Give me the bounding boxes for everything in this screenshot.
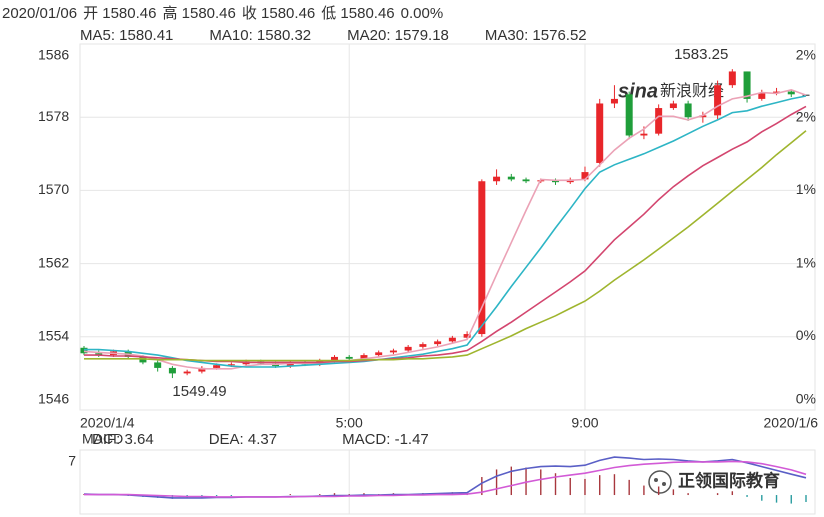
macd-line — [83, 456, 807, 499]
candle-body — [419, 344, 427, 347]
x-tick-label: 2020/1/6 — [764, 415, 819, 431]
y2-tick-label: 1% — [796, 255, 816, 271]
macd-frame — [79, 449, 816, 515]
watermark: sina — [618, 80, 658, 102]
candle-body — [581, 172, 589, 180]
legend-entry: MA20: 1579.18 — [347, 27, 449, 44]
x-tick-label: 5:00 — [336, 415, 363, 431]
header-item: 收 1580.46 — [242, 5, 315, 22]
candle-body — [640, 133, 648, 136]
candle-body — [507, 176, 515, 180]
candle-body — [168, 367, 176, 374]
legend-entry: MA30: 1576.52 — [485, 27, 587, 44]
candle-body — [463, 334, 471, 338]
y2-tick-label: 2% — [796, 108, 816, 124]
logo-icon-dot — [662, 482, 666, 486]
y-tick-label: 1562 — [38, 254, 69, 270]
x-tick-label: 9:00 — [571, 415, 598, 431]
candle-body — [345, 356, 353, 359]
ma-line — [83, 88, 807, 370]
y2-tick-label: 0% — [796, 327, 816, 343]
candle-body — [213, 365, 221, 368]
legend-entry: MA5: 1580.41 — [80, 27, 173, 44]
x-tick-label: 2020/1/4 — [80, 415, 135, 431]
macd-legend-entry: MACD: -1.47 — [342, 431, 429, 448]
candle-body — [596, 103, 604, 163]
candle-body — [375, 352, 383, 356]
y2-tick-label: 1% — [796, 181, 816, 197]
candle-body — [552, 180, 560, 183]
y2-tick-label: 0% — [796, 391, 816, 407]
watermark: 新浪财经 — [660, 82, 724, 100]
candle-body — [434, 341, 442, 345]
candle-body — [743, 71, 751, 99]
candle-body — [227, 364, 235, 366]
ma-line — [84, 130, 807, 362]
candle-body — [360, 355, 368, 359]
header-item: 开 1580.46 — [83, 5, 156, 22]
low-label: 1549.49 — [172, 383, 226, 400]
candle-body — [625, 94, 633, 136]
candle-body — [478, 181, 486, 335]
ma-line — [84, 105, 807, 364]
candle-body — [714, 85, 722, 116]
logo-icon-dot — [654, 478, 658, 482]
macd-y-tick-label: 7 — [68, 453, 76, 469]
candle-body — [758, 93, 766, 99]
y-tick-label: 1578 — [38, 108, 69, 124]
high-label: 1583.25 — [674, 46, 728, 63]
candle-body — [389, 350, 397, 353]
header-item: 2020/01/06 — [2, 5, 77, 22]
candle-body — [773, 91, 781, 94]
logo-text: 正领国际教育 — [678, 470, 780, 490]
macd-legend-entry: DIF: 3.64 — [92, 431, 154, 448]
candle-body — [802, 94, 810, 96]
y-tick-label: 1554 — [38, 328, 69, 344]
candle-body — [699, 115, 707, 118]
candle-body — [610, 98, 618, 104]
logo-icon — [648, 470, 672, 494]
header-item: 高 1580.46 — [162, 5, 235, 22]
candle-body — [154, 362, 162, 368]
candle-body — [95, 353, 103, 356]
y2-tick-label: 2% — [796, 47, 816, 63]
candle-body — [183, 371, 191, 374]
y-tick-label: 1546 — [38, 391, 69, 407]
header-item: 0.00% — [401, 5, 444, 22]
macd-legend-entry: DEA: 4.37 — [209, 431, 277, 448]
candle-body — [787, 91, 795, 95]
candle-body — [669, 103, 677, 109]
candle-body — [655, 108, 663, 134]
candle-body — [522, 179, 530, 182]
macd-title: MACD — [82, 431, 123, 447]
ma-line — [84, 95, 807, 368]
candle-body — [448, 337, 456, 342]
candle-body — [80, 347, 88, 354]
candle-body — [286, 362, 294, 367]
candle-body — [139, 356, 147, 363]
macd-line — [84, 460, 807, 498]
candle-body — [330, 356, 338, 361]
candle-body — [198, 367, 206, 372]
candle-body — [728, 71, 736, 86]
candle-body — [493, 176, 501, 182]
candle-body — [404, 346, 412, 351]
header-item: 低 1580.46 — [321, 5, 394, 22]
legend-entry: MA10: 1580.32 — [209, 27, 311, 44]
y-tick-label: 1586 — [38, 47, 69, 63]
candle-body — [684, 103, 692, 118]
logo: 正领国际教育 — [648, 470, 780, 494]
y-tick-label: 1570 — [38, 181, 69, 197]
